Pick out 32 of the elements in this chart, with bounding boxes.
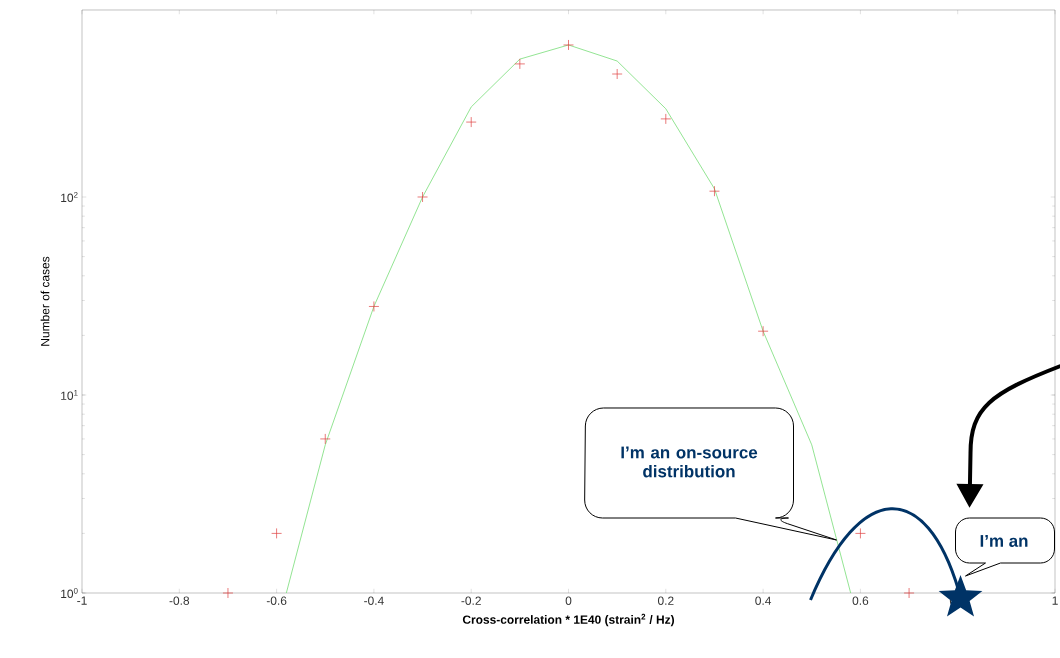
y-tick-label: 10$^{2}$	[61, 191, 78, 202]
point	[903, 587, 915, 599]
x-tick-label: -0.4	[364, 596, 384, 605]
x-tick-label: 0.2	[657, 596, 674, 605]
line-series	[285, 44, 852, 593]
x-tick-label: -0.8	[169, 596, 190, 605]
point	[514, 58, 526, 70]
point	[757, 325, 769, 337]
point	[271, 528, 282, 539]
annotation: I’m an on-source distribution	[621, 446, 758, 478]
point	[660, 113, 672, 125]
x-tick-label: -0.2	[461, 596, 481, 605]
x-axis-title: Cross-correlation * 1E40 (strain$^{2}$ / Hz)	[462, 613, 675, 627]
point	[319, 433, 331, 445]
point	[611, 68, 623, 80]
point	[465, 116, 477, 128]
x-tick-label: -0.6	[266, 596, 287, 605]
x-tick-label: 0	[565, 596, 572, 605]
y-tick-label: 10$^{0}$	[61, 587, 78, 598]
x-tick-label: 1	[1052, 596, 1058, 605]
point	[709, 185, 720, 197]
annotation: I’m an	[980, 535, 1028, 547]
y-axis-title: Number of cases	[40, 256, 50, 346]
point	[368, 301, 380, 312]
x-tick-label: -1	[77, 596, 87, 605]
x-tick-label: 0.6	[852, 596, 869, 605]
point	[563, 39, 574, 51]
y-tick-label: 10$^{1}$	[61, 390, 78, 400]
x-tick-label: 0.4	[755, 596, 772, 605]
point	[222, 587, 234, 599]
point	[417, 191, 428, 203]
point	[855, 528, 866, 539]
